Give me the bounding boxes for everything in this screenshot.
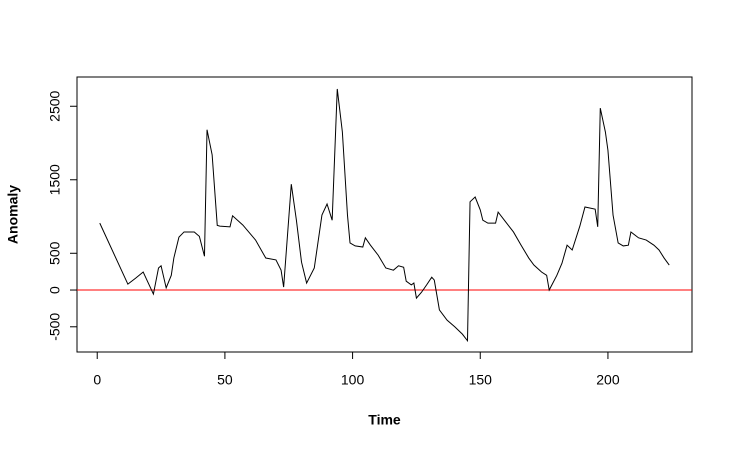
x-tick-label: 100 (341, 372, 365, 388)
y-tick-label: 2500 (47, 90, 63, 121)
y-tick-label: 500 (47, 241, 63, 265)
y-tick-label: 0 (47, 286, 63, 294)
x-tick-label: 150 (469, 372, 493, 388)
y-tick-label: -500 (47, 313, 63, 341)
x-tick-label: 200 (596, 372, 620, 388)
x-tick-label: 50 (217, 372, 233, 388)
data-line (99, 88, 670, 343)
x-tick-label: 0 (93, 372, 101, 388)
y-tick-label: 1500 (47, 164, 63, 195)
plot-frame (76, 76, 693, 353)
x-axis-title: Time (368, 412, 401, 428)
y-axis-title: Anomaly (5, 185, 21, 244)
